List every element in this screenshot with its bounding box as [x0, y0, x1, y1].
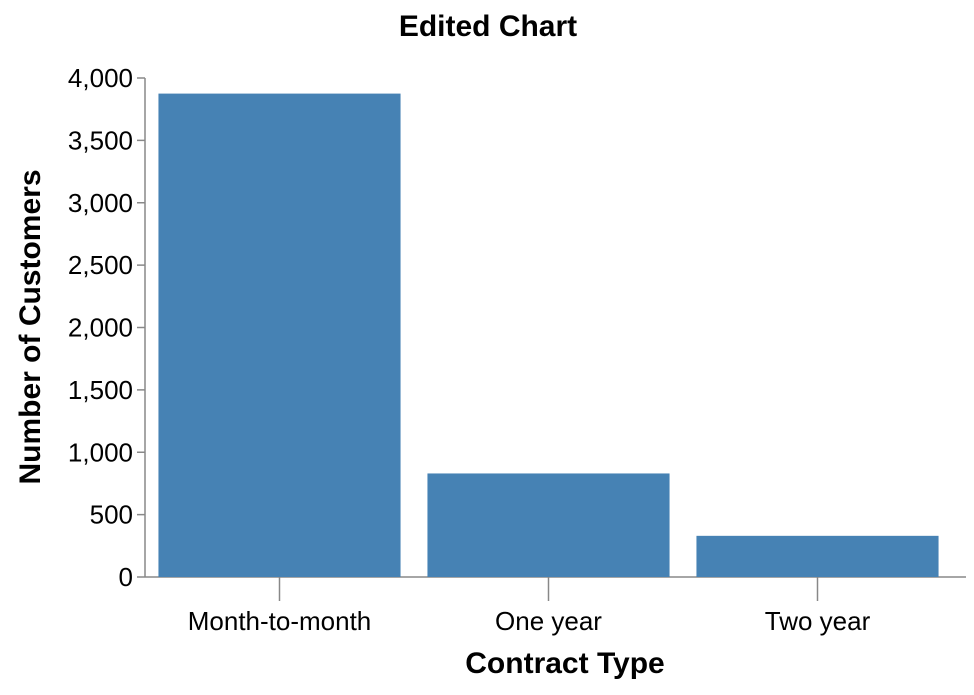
bar-month-to-month	[158, 93, 401, 577]
y-tick-label: 3,000	[68, 188, 133, 218]
x-axis: Month-to-month One year Two year	[145, 576, 966, 636]
y-tick-label: 3,500	[68, 125, 133, 155]
y-tick-label: 500	[90, 500, 133, 530]
y-tick-label: 0	[119, 562, 133, 592]
bars-group	[158, 93, 939, 577]
bar-two-year	[696, 535, 939, 577]
x-tick-label: One year	[495, 606, 602, 636]
y-axis: 0 500 1,000 1,500 2,000 2,500 3,000 3,500 4,000	[68, 63, 146, 592]
y-tick-label: 1,000	[68, 437, 133, 467]
x-tick-label: Two year	[765, 606, 871, 636]
y-tick-label: 2,000	[68, 313, 133, 343]
y-tick-label: 4,000	[68, 63, 133, 93]
y-tick-label: 1,500	[68, 375, 133, 405]
x-tick-label: Month-to-month	[188, 606, 372, 636]
y-tick-label: 2,500	[68, 250, 133, 280]
y-axis-title: Number of Customers	[14, 169, 47, 484]
bar-one-year	[427, 473, 670, 577]
chart-title: Edited Chart	[399, 10, 577, 43]
x-axis-title: Contract Type	[465, 647, 664, 680]
